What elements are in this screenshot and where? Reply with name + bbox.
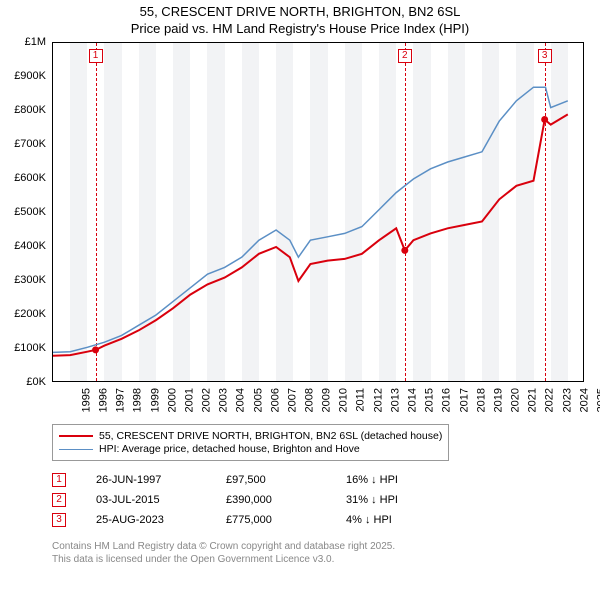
x-tick-label: 2022 (544, 388, 556, 412)
legend-item: HPI: Average price, detached house, Brig… (59, 443, 442, 455)
plot-area: 123 (52, 42, 584, 382)
x-tick-label: 2024 (578, 388, 590, 412)
x-tick-label: 2019 (492, 388, 504, 412)
x-tick-label: 2009 (321, 388, 333, 412)
sales-date: 03-JUL-2015 (96, 494, 226, 506)
sale-point (401, 247, 408, 254)
legend-swatch (59, 435, 93, 437)
x-tick-label: 2018 (475, 388, 487, 412)
attribution: Contains HM Land Registry data © Crown c… (52, 540, 395, 566)
x-tick-label: 2023 (561, 388, 573, 412)
sales-flag: 1 (52, 473, 66, 487)
legend-label: 55, CRESCENT DRIVE NORTH, BRIGHTON, BN2 … (99, 430, 442, 442)
legend: 55, CRESCENT DRIVE NORTH, BRIGHTON, BN2 … (52, 424, 449, 461)
sales-row: 1 26-JUN-1997£97,50016% ↓ HPI (52, 470, 456, 490)
sales-pct: 31% ↓ HPI (346, 494, 456, 506)
x-tick-label: 2020 (510, 388, 522, 412)
sales-date: 25-AUG-2023 (96, 514, 226, 526)
x-tick-label: 2011 (354, 388, 366, 412)
y-tick-label: £600K (0, 172, 46, 184)
x-tick-label: 2013 (389, 388, 401, 412)
x-tick-label: 2004 (235, 388, 247, 412)
sales-row: 3 25-AUG-2023£775,0004% ↓ HPI (52, 510, 456, 530)
sale-point (92, 346, 99, 353)
x-tick-label: 2000 (166, 388, 178, 412)
series-price-paid (53, 114, 568, 355)
x-tick-label: 2021 (527, 388, 539, 412)
legend-label: HPI: Average price, detached house, Brig… (99, 443, 360, 455)
x-tick-label: 1997 (115, 388, 127, 412)
x-tick-label: 2015 (424, 388, 436, 412)
sales-price: £390,000 (226, 494, 346, 506)
attribution-line: This data is licensed under the Open Gov… (52, 553, 395, 566)
x-tick-label: 2003 (218, 388, 230, 412)
y-tick-label: £800K (0, 104, 46, 116)
y-tick-label: £100K (0, 342, 46, 354)
y-tick-label: £400K (0, 240, 46, 252)
x-tick-label: 2008 (304, 388, 316, 412)
x-tick-label: 2016 (441, 388, 453, 412)
sales-pct: 16% ↓ HPI (346, 474, 456, 486)
x-tick-label: 2014 (407, 388, 419, 412)
x-tick-label: 2001 (183, 388, 195, 412)
sales-row: 2 03-JUL-2015£390,00031% ↓ HPI (52, 490, 456, 510)
legend-swatch (59, 449, 93, 450)
series-svg (53, 43, 585, 383)
sales-pct: 4% ↓ HPI (346, 514, 456, 526)
sales-date: 26-JUN-1997 (96, 474, 226, 486)
x-tick-label: 1995 (80, 388, 92, 412)
sales-price: £775,000 (226, 514, 346, 526)
chart-container: 55, CRESCENT DRIVE NORTH, BRIGHTON, BN2 … (0, 0, 600, 590)
x-tick-label: 2010 (338, 388, 350, 412)
x-tick-label: 2017 (458, 388, 470, 412)
x-tick-label: 1999 (149, 388, 161, 412)
x-tick-label: 2002 (201, 388, 213, 412)
x-tick-label: 2007 (286, 388, 298, 412)
x-tick-label: 2025 (595, 388, 600, 412)
y-tick-label: £500K (0, 206, 46, 218)
y-tick-label: £900K (0, 70, 46, 82)
sales-flag: 2 (52, 493, 66, 507)
y-tick-label: £700K (0, 138, 46, 150)
title-block: 55, CRESCENT DRIVE NORTH, BRIGHTON, BN2 … (0, 0, 600, 38)
attribution-line: Contains HM Land Registry data © Crown c… (52, 540, 395, 553)
x-tick-label: 1996 (98, 388, 110, 412)
sale-point (541, 116, 548, 123)
x-tick-label: 2006 (269, 388, 281, 412)
y-tick-label: £200K (0, 308, 46, 320)
series-hpi (53, 87, 568, 352)
y-tick-label: £300K (0, 274, 46, 286)
y-tick-label: £0K (0, 376, 46, 388)
sales-price: £97,500 (226, 474, 346, 486)
sales-table: 1 26-JUN-1997£97,50016% ↓ HPI 2 03-JUL-2015… (52, 470, 456, 530)
x-tick-label: 2012 (372, 388, 384, 412)
legend-item: 55, CRESCENT DRIVE NORTH, BRIGHTON, BN2 … (59, 430, 442, 442)
y-tick-label: £1M (0, 36, 46, 48)
title-line-2: Price paid vs. HM Land Registry's House … (0, 21, 600, 38)
x-tick-label: 1998 (132, 388, 144, 412)
x-tick-label: 2005 (252, 388, 264, 412)
title-line-1: 55, CRESCENT DRIVE NORTH, BRIGHTON, BN2 … (0, 4, 600, 21)
sales-flag: 3 (52, 513, 66, 527)
